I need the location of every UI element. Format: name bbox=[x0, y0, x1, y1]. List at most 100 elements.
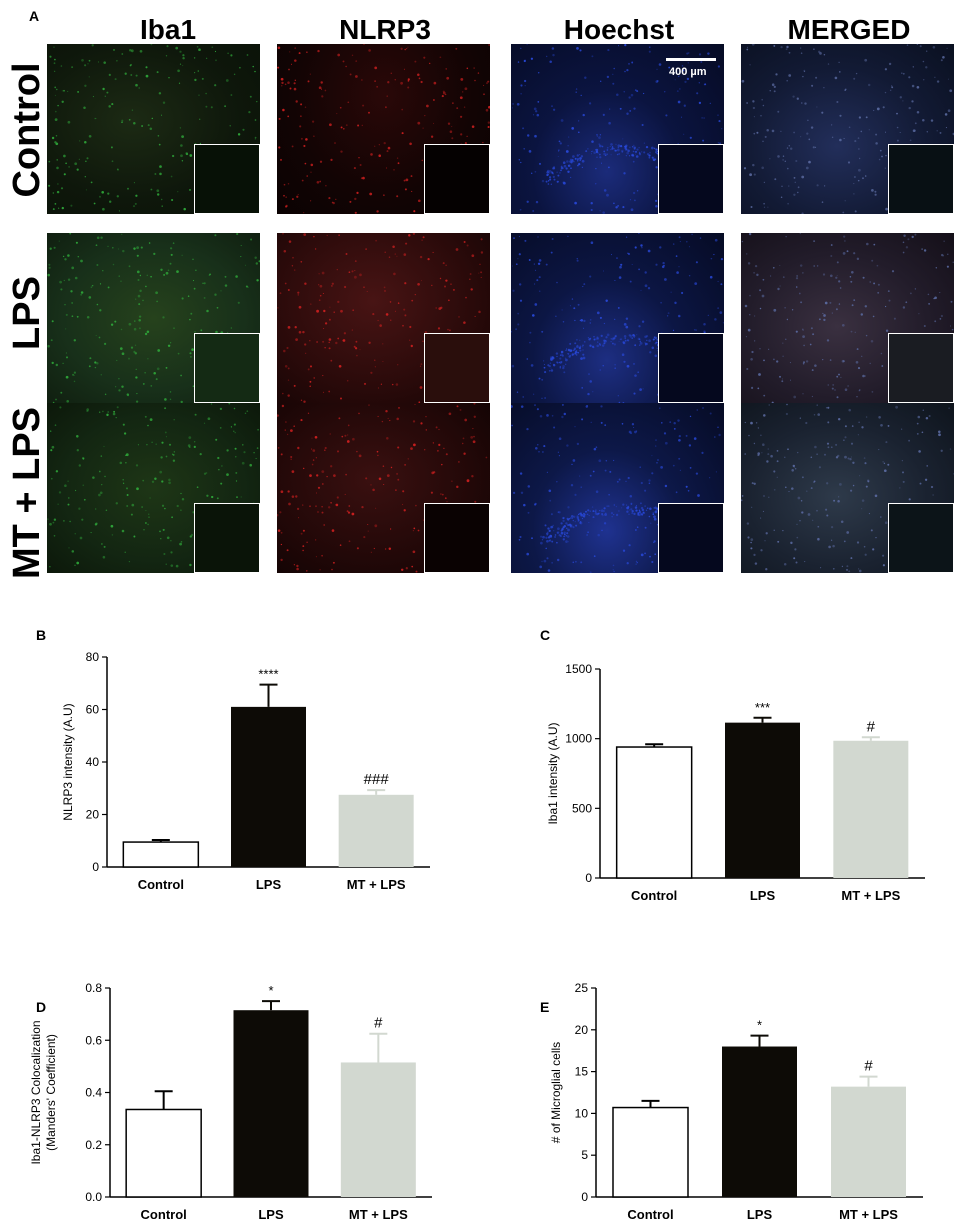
micrograph-speck bbox=[884, 521, 888, 525]
micrograph-speck bbox=[125, 487, 129, 490]
micrograph-speck bbox=[619, 144, 623, 148]
micrograph-speck bbox=[548, 369, 551, 372]
micrograph-speck bbox=[786, 403, 788, 406]
micrograph-speck bbox=[571, 463, 573, 466]
micrograph-speck bbox=[802, 272, 804, 274]
micrograph-speck bbox=[74, 276, 78, 280]
micrograph-speck bbox=[597, 533, 600, 537]
micrograph-speck bbox=[116, 195, 119, 198]
micrograph-speck bbox=[284, 429, 286, 431]
micrograph-speck bbox=[385, 167, 388, 169]
micrograph-speck bbox=[192, 258, 194, 261]
micrograph-speck bbox=[638, 146, 640, 149]
micrograph-speck bbox=[582, 349, 584, 351]
micrograph-speck bbox=[646, 152, 650, 156]
micrograph-speck bbox=[813, 240, 816, 243]
micrograph-speck bbox=[513, 237, 515, 239]
micrograph-speck bbox=[912, 66, 914, 68]
micrograph-speck bbox=[550, 369, 554, 372]
micrograph-speck bbox=[383, 483, 385, 486]
micrograph-speck bbox=[653, 540, 656, 543]
micrograph-speck bbox=[407, 80, 410, 82]
micrograph-speck bbox=[634, 150, 638, 153]
micrograph-speck bbox=[341, 435, 344, 438]
micrograph-speck bbox=[653, 515, 656, 519]
micrograph-speck bbox=[821, 111, 824, 114]
micrograph-speck bbox=[783, 563, 787, 566]
micrograph-speck bbox=[864, 462, 867, 465]
micrograph-speck bbox=[679, 469, 682, 472]
bar-d-lps bbox=[233, 1010, 309, 1197]
micrograph-speck bbox=[288, 240, 292, 243]
micrograph-speck bbox=[595, 509, 597, 511]
micrograph-speck bbox=[558, 150, 560, 152]
micrograph-speck bbox=[149, 418, 153, 421]
micrograph-speck bbox=[458, 316, 460, 318]
micrograph-speck bbox=[137, 278, 140, 282]
micrograph-speck bbox=[786, 318, 789, 321]
micrograph-speck bbox=[471, 125, 475, 128]
micrograph-speck bbox=[835, 443, 838, 446]
micrograph-speck bbox=[630, 336, 632, 338]
micrograph-speck bbox=[673, 421, 676, 425]
micrograph-speck bbox=[563, 525, 566, 528]
micrograph-speck bbox=[881, 155, 883, 158]
micrograph-speck bbox=[121, 352, 125, 356]
micrograph-speck bbox=[864, 58, 868, 62]
micrograph-speck bbox=[282, 392, 284, 395]
micrograph-speck bbox=[376, 210, 379, 213]
micrograph-speck bbox=[99, 411, 101, 413]
micrograph-speck bbox=[633, 151, 635, 153]
micrograph-speck bbox=[588, 102, 592, 105]
micrograph-speck bbox=[121, 385, 124, 388]
micrograph-speck bbox=[181, 254, 183, 256]
micrograph-speck bbox=[916, 433, 919, 435]
micrograph-speck bbox=[316, 309, 319, 313]
micrograph-speck bbox=[689, 136, 692, 139]
micrograph-speck bbox=[405, 178, 409, 182]
micrograph-speck bbox=[807, 119, 809, 122]
micrograph-speck bbox=[876, 264, 879, 267]
micrograph-speck bbox=[67, 254, 70, 257]
micrograph-speck bbox=[787, 448, 789, 451]
micrograph-speck bbox=[591, 151, 593, 153]
micrograph-speck bbox=[106, 91, 109, 94]
micrograph-speck bbox=[533, 393, 535, 395]
micrograph-speck bbox=[745, 253, 748, 255]
micrograph-speck bbox=[550, 170, 553, 173]
micrograph-speck bbox=[809, 343, 812, 346]
micrograph-speck bbox=[567, 353, 570, 355]
micrograph-speck bbox=[686, 52, 689, 55]
micrograph-speck bbox=[641, 123, 644, 127]
micrograph-speck bbox=[655, 151, 658, 154]
micrograph-speck bbox=[171, 154, 175, 158]
micrograph-speck bbox=[137, 444, 139, 446]
micrograph-speck bbox=[563, 535, 565, 538]
micrograph-speck bbox=[930, 485, 934, 489]
micrograph-speck bbox=[315, 539, 317, 541]
micrograph-speck bbox=[113, 410, 116, 413]
micrograph-speck bbox=[516, 391, 519, 393]
micrograph-speck bbox=[353, 345, 356, 348]
micrograph-speck bbox=[602, 113, 605, 116]
micrograph-speck bbox=[162, 101, 166, 104]
micrograph-speck bbox=[92, 476, 95, 479]
significance-label-e: * bbox=[757, 1018, 762, 1033]
micrograph-speck bbox=[853, 299, 856, 301]
micrograph-speck bbox=[811, 369, 814, 372]
micrograph-speck bbox=[281, 81, 284, 85]
micrograph-speck bbox=[354, 260, 357, 262]
micrograph-speck bbox=[107, 245, 109, 248]
micrograph-speck bbox=[827, 406, 830, 409]
micrograph-speck bbox=[551, 356, 554, 358]
micrograph-speck bbox=[594, 149, 597, 151]
micrograph-speck bbox=[462, 437, 465, 440]
micrograph-speck bbox=[852, 461, 855, 464]
micrograph-speck bbox=[137, 294, 141, 298]
micrograph-speck bbox=[563, 412, 567, 416]
micrograph-speck bbox=[655, 166, 658, 169]
micrograph-speck bbox=[78, 507, 81, 510]
micrograph-speck bbox=[880, 352, 883, 355]
micrograph-speck bbox=[607, 49, 610, 52]
micrograph-speck bbox=[53, 246, 56, 249]
